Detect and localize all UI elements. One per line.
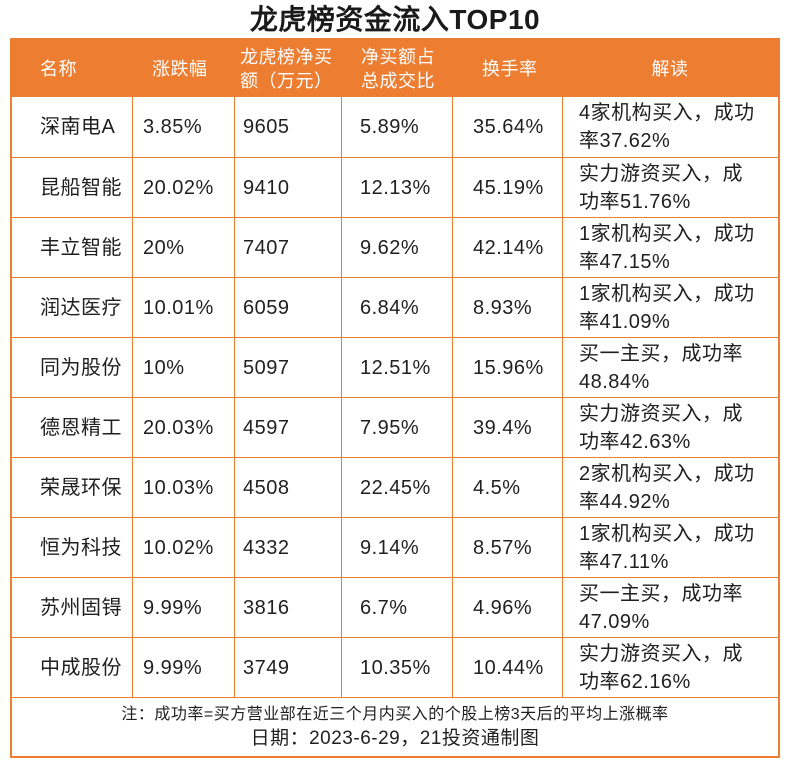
table-row: 昆船智能 20.02% 9410 12.13% 45.19% 实力游资买入，成功率51.7… xyxy=(12,157,778,217)
stock-name-cell: 同为股份 xyxy=(40,356,122,379)
net-buy-ratio-cell: 12.13% xyxy=(341,158,452,217)
change-pct-cell: 9.99% xyxy=(132,578,234,637)
net-buy-ratio-cell: 9.62% xyxy=(341,218,452,277)
net-buy-amount-cell: 3749 xyxy=(234,638,341,697)
net-buy-ratio-cell: 6.7% xyxy=(341,578,452,637)
analysis-cell: 买一主买，成功率47.09% xyxy=(562,578,778,637)
net-buy-amount-cell: 4508 xyxy=(234,458,341,517)
stock-name-cell: 荣晟环保 xyxy=(40,476,122,499)
change-pct-cell: 9.99% xyxy=(132,638,234,697)
stock-name-cell: 恒为科技 xyxy=(40,536,122,559)
stock-name-cell: 深南电A xyxy=(40,116,116,138)
analysis-cell: 4家机构买入，成功率37.62% xyxy=(562,97,778,157)
table-row: 润达医疗 10.01% 6059 6.84% 8.93% 1家机构买入，成功率41.09% xyxy=(12,277,778,337)
turnover-rate-cell: 10.44% xyxy=(452,638,562,697)
analysis-cell: 实力游资买入，成功率62.16% xyxy=(562,638,778,697)
success-rate-note: 注：成功率=买方营业部在近三个月内买入的个股上榜3天后的平均上涨概率 xyxy=(121,706,669,723)
header-turnover-rate: 换手率 xyxy=(482,58,538,79)
table-row: 德恩精工 20.03% 4597 7.95% 39.4% 实力游资买入，成功率42.63% xyxy=(12,397,778,457)
net-buy-ratio-cell: 22.45% xyxy=(341,458,452,517)
turnover-rate-cell: 45.19% xyxy=(452,158,562,217)
net-buy-ratio-cell: 10.35% xyxy=(341,638,452,697)
table-footer: 注：成功率=买方营业部在近三个月内买入的个股上榜3天后的平均上涨概率 日期：20… xyxy=(12,697,778,756)
table-row: 同为股份 10% 5097 12.51% 15.96% 买一主买，成功率48.84% xyxy=(12,337,778,397)
turnover-rate-cell: 4.96% xyxy=(452,578,562,637)
stock-name-cell: 丰立智能 xyxy=(40,236,122,259)
page-title: 龙虎榜资金流入TOP10 xyxy=(249,4,541,35)
net-buy-ratio-cell: 6.84% xyxy=(341,278,452,337)
net-buy-amount-cell: 4332 xyxy=(234,518,341,577)
turnover-rate-cell: 15.96% xyxy=(452,338,562,397)
net-buy-amount-cell: 9410 xyxy=(234,158,341,217)
turnover-rate-cell: 35.64% xyxy=(452,97,562,157)
change-pct-cell: 10% xyxy=(132,338,234,397)
change-pct-cell: 20.03% xyxy=(132,398,234,457)
net-buy-ratio-cell: 12.51% xyxy=(341,338,452,397)
net-buy-ratio-cell: 5.89% xyxy=(341,97,452,157)
analysis-cell: 实力游资买入，成功率42.63% xyxy=(562,398,778,457)
turnover-rate-cell: 4.5% xyxy=(452,458,562,517)
date-source-line: 日期：2023-6-29，21投资通制图 xyxy=(250,728,540,749)
header-net-buy-amount: 龙虎榜净买额（万元） xyxy=(240,46,333,91)
turnover-rate-cell: 8.93% xyxy=(452,278,562,337)
stock-name-cell: 德恩精工 xyxy=(40,416,122,439)
header-stock-name: 名称 xyxy=(40,58,77,79)
turnover-rate-cell: 39.4% xyxy=(452,398,562,457)
turnover-rate-cell: 8.57% xyxy=(452,518,562,577)
net-buy-amount-cell: 7407 xyxy=(234,218,341,277)
net-buy-amount-cell: 3816 xyxy=(234,578,341,637)
net-buy-amount-cell: 9605 xyxy=(234,97,341,157)
analysis-cell: 买一主买，成功率48.84% xyxy=(562,338,778,397)
stock-name-cell: 润达医疗 xyxy=(40,296,122,319)
header-net-buy-ratio: 净买额占总成交比 xyxy=(361,46,435,91)
table-row: 荣晟环保 10.03% 4508 22.45% 4.5% 2家机构买入，成功率44.92% xyxy=(12,457,778,517)
table-header-row: 名称 涨跌幅 龙虎榜净买额（万元） 净买额占总成交比 换手率 解读 xyxy=(12,40,778,97)
net-buy-amount-cell: 6059 xyxy=(234,278,341,337)
stock-name-cell: 中成股份 xyxy=(40,656,122,679)
analysis-cell: 1家机构买入，成功率41.09% xyxy=(562,278,778,337)
change-pct-cell: 10.03% xyxy=(132,458,234,517)
change-pct-cell: 20% xyxy=(132,218,234,277)
header-analysis: 解读 xyxy=(651,58,689,79)
top10-table: 名称 涨跌幅 龙虎榜净买额（万元） 净买额占总成交比 换手率 解读 深南电A 3.… xyxy=(10,38,780,758)
table-row: 丰立智能 20% 7407 9.62% 42.14% 1家机构买入，成功率47.15% xyxy=(12,217,778,277)
change-pct-cell: 20.02% xyxy=(132,158,234,217)
analysis-cell: 1家机构买入，成功率47.15% xyxy=(562,218,778,277)
table-body: 深南电A 3.85% 9605 5.89% 35.64% 4家机构买入，成功率37.62%… xyxy=(12,97,778,697)
change-pct-cell: 10.01% xyxy=(132,278,234,337)
turnover-rate-cell: 42.14% xyxy=(452,218,562,277)
net-buy-amount-cell: 4597 xyxy=(234,398,341,457)
net-buy-ratio-cell: 7.95% xyxy=(341,398,452,457)
table-row: 深南电A 3.85% 9605 5.89% 35.64% 4家机构买入，成功率37.62% xyxy=(12,97,778,157)
analysis-cell: 2家机构买入，成功率44.92% xyxy=(562,458,778,517)
net-buy-amount-cell: 5097 xyxy=(234,338,341,397)
table-row: 中成股份 9.99% 3749 10.35% 10.44% 实力游资买入，成功率62.16… xyxy=(12,637,778,697)
table-row: 恒为科技 10.02% 4332 9.14% 8.57% 1家机构买入，成功率47.11% xyxy=(12,517,778,577)
analysis-cell: 实力游资买入，成功率51.76% xyxy=(562,158,778,217)
stock-name-cell: 苏州固锝 xyxy=(40,596,122,619)
change-pct-cell: 3.85% xyxy=(132,97,234,157)
analysis-cell: 1家机构买入，成功率47.11% xyxy=(562,518,778,577)
header-change-pct: 涨跌幅 xyxy=(152,58,208,79)
table-row: 苏州固锝 9.99% 3816 6.7% 4.96% 买一主买，成功率47.09% xyxy=(12,577,778,637)
stock-name-cell: 昆船智能 xyxy=(40,176,122,199)
change-pct-cell: 10.02% xyxy=(132,518,234,577)
net-buy-ratio-cell: 9.14% xyxy=(341,518,452,577)
